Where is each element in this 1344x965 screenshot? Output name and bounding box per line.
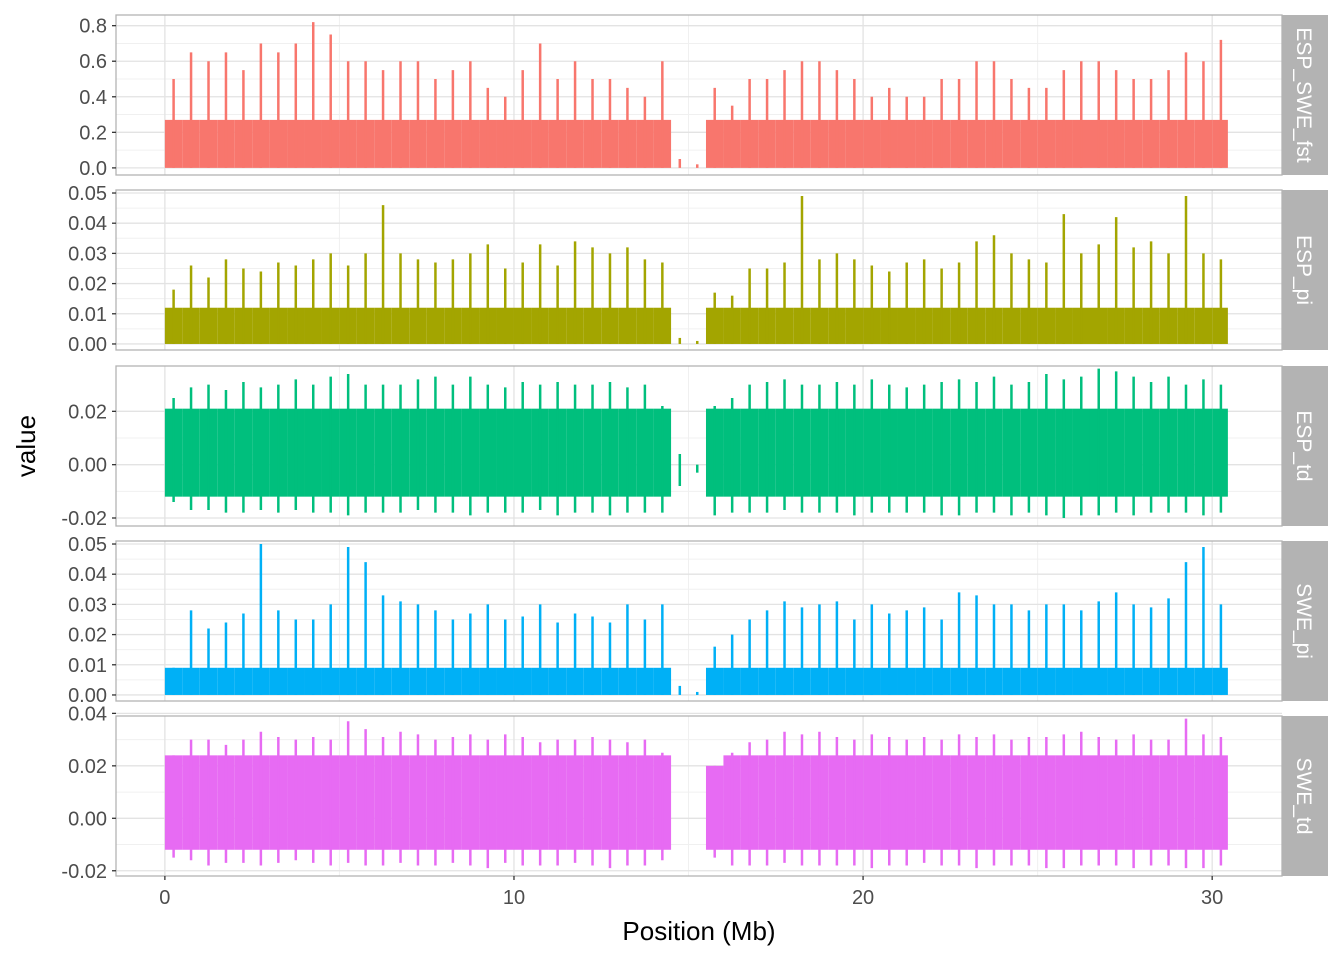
y-tick-label: 0.4	[79, 87, 107, 109]
y-tick-label: 0.00	[68, 685, 107, 707]
y-tick-label: 0.6	[79, 51, 107, 73]
facet-strip	[1282, 541, 1328, 701]
facet-strip-label: ESP_SWE_fst	[1292, 27, 1315, 163]
y-tick-label: 0.02	[68, 756, 107, 778]
y-tick-label: 0.8	[79, 16, 107, 38]
facet-strip	[1282, 190, 1328, 350]
facet-strip-label: ESP_pi	[1292, 235, 1315, 305]
facet-strip	[1282, 716, 1328, 876]
x-axis-label: Position (Mb)	[622, 916, 775, 946]
y-tick-label: 0.04	[68, 213, 107, 235]
panel-SWE_pi: 0.00 0.01 0.02 0.03 0.04 0.05 SWE_pi	[68, 534, 1328, 707]
y-tick-label: 0.04	[68, 703, 107, 725]
y-tick-label: 0.00	[68, 455, 107, 477]
facet-strip	[1282, 15, 1328, 175]
y-tick-label: 0.05	[68, 534, 107, 556]
y-tick-label: -0.02	[61, 508, 107, 530]
x-tick-label: 10	[503, 887, 525, 909]
y-tick-label: 0.02	[68, 274, 107, 296]
facet-strip	[1282, 366, 1328, 526]
y-tick-label: 0.00	[68, 808, 107, 830]
y-tick-label: 0.04	[68, 564, 107, 586]
y-tick-label: -0.02	[61, 861, 107, 883]
y-tick-label: 0.02	[68, 401, 107, 423]
y-tick-label: 0.03	[68, 594, 107, 616]
panel-SWE_td: -0.02 0.00 0.02 0.04 SWE_td	[61, 703, 1328, 883]
panel-ESP_SWE_fst: 0.0 0.2 0.4 0.6 0.8 ESP_SWE_fst	[79, 14, 1328, 180]
panel-ESP_td: -0.02 0.00 0.02 ESP_td	[61, 365, 1328, 530]
y-tick-label: 0.02	[68, 625, 107, 647]
facet-strip-label: SWE_td	[1292, 757, 1315, 834]
x-axis: 0 10 20 30	[159, 876, 1223, 909]
y-axis-label: value	[11, 415, 41, 477]
facet-strip-label: SWE_pi	[1292, 583, 1315, 659]
y-tick-label: 0.0	[79, 158, 107, 180]
x-tick-label: 0	[159, 887, 170, 909]
y-tick-label: 0.2	[79, 122, 107, 144]
x-tick-label: 30	[1201, 887, 1223, 909]
y-tick-label: 0.03	[68, 243, 107, 265]
facet-strip-label: ESP_td	[1292, 410, 1315, 481]
y-tick-label: 0.05	[68, 183, 107, 205]
panel-ESP_pi: 0.00 0.01 0.02 0.03 0.04 0.05 ESP_pi	[68, 183, 1328, 356]
y-tick-label: 0.00	[68, 334, 107, 356]
y-tick-label: 0.01	[68, 304, 107, 326]
x-tick-label: 20	[852, 887, 874, 909]
y-tick-label: 0.01	[68, 655, 107, 677]
